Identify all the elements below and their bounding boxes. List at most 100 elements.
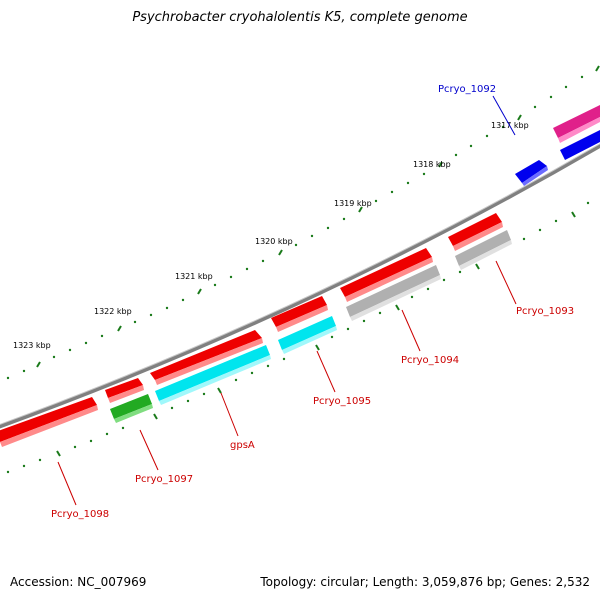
tick-dot <box>22 369 26 373</box>
tick-dot <box>442 278 446 282</box>
tick-dot <box>378 311 382 315</box>
annotation-bar-gray-1094 <box>346 265 440 317</box>
gene-label-pcryo-1097[interactable]: Pcryo_1097 <box>135 474 193 485</box>
tick-dot <box>454 153 458 157</box>
gene-arrow-blue-partial[interactable] <box>560 130 600 160</box>
major-tick <box>197 288 202 295</box>
accession-text: Accession: NC_007969 <box>10 575 147 589</box>
tick-label: 1320 kbp <box>255 237 293 246</box>
gene-arrow-shadow <box>453 222 503 251</box>
tick-dot <box>501 125 505 129</box>
tick-dot <box>68 348 72 352</box>
tick-dot <box>202 392 206 396</box>
tick-dot <box>564 85 568 89</box>
major-tick <box>56 450 61 457</box>
tick-label: 1319 kbp <box>334 199 372 208</box>
tick-dot <box>6 376 10 380</box>
tick-dot <box>89 439 93 443</box>
major-tick <box>571 211 576 218</box>
gene-arrow-shadow <box>155 338 263 385</box>
top-right-genes <box>553 105 600 160</box>
tick-dot <box>406 181 410 185</box>
annotation-bar-cyan-gpsa <box>155 345 270 401</box>
gene-arrow-pcryo-1098[interactable] <box>0 397 97 442</box>
gene-arrow-pcryo-1095[interactable] <box>271 296 327 327</box>
gene-arrow-shadow <box>108 385 144 403</box>
gene-arrow-shadow <box>345 257 433 302</box>
annotation-bar-shadow <box>459 240 512 270</box>
tick-dot <box>261 259 265 263</box>
annotation-bar-shadow <box>159 355 271 405</box>
tick-dot <box>234 378 238 382</box>
tick-dot <box>410 295 414 299</box>
tick-label: 1322 kbp <box>94 307 132 316</box>
gene-label-pcryo-1092[interactable]: Pcryo_1092 <box>438 84 496 95</box>
tick-dot <box>266 364 270 368</box>
tick-dot <box>22 464 26 468</box>
tick-dot <box>362 319 366 323</box>
annotation-bar-shadow <box>114 404 153 423</box>
tick-dot <box>229 275 233 279</box>
annotation-bar-cyan-1095 <box>278 316 336 350</box>
gene-arrow-pcryo-1093[interactable] <box>448 213 502 246</box>
tick-dot <box>100 334 104 338</box>
tick-dot <box>533 105 537 109</box>
gene-arrow-pcryo-1094[interactable] <box>340 248 432 297</box>
tick-dot <box>213 283 217 287</box>
gene-label-gpsa[interactable]: gpsA <box>230 440 255 451</box>
gene-label-pcryo-1095[interactable]: Pcryo_1095 <box>313 396 371 407</box>
tick-dot <box>554 219 558 223</box>
annotation-bar-green <box>110 394 152 419</box>
tick-label: 1321 kbp <box>175 272 213 281</box>
major-tick <box>117 325 122 332</box>
leader-line-pcryo-1093 <box>495 260 517 305</box>
major-tick <box>36 361 41 368</box>
tick-dot <box>133 320 137 324</box>
leader-lines <box>57 95 517 506</box>
tick-dot <box>374 199 378 203</box>
tick-dot <box>549 95 553 99</box>
gene-arrow-shadow <box>522 166 548 186</box>
gene-label-pcryo-1094[interactable]: Pcryo_1094 <box>401 355 459 366</box>
gene-label-pcryo-1098[interactable]: Pcryo_1098 <box>51 509 109 520</box>
tick-dot <box>250 371 254 375</box>
tick-dot <box>586 201 590 205</box>
tick-dot <box>165 306 169 310</box>
gene-arrow-magenta[interactable] <box>553 105 600 138</box>
tick-dot <box>522 237 526 241</box>
tick-dot <box>390 190 394 194</box>
tick-dot <box>346 327 350 331</box>
genome-backbone-highlight <box>0 143 600 425</box>
tick-label: 1323 kbp <box>13 341 51 350</box>
leader-line-pcryo-1095 <box>316 350 336 393</box>
major-tick <box>517 114 522 121</box>
gene-label-pcryo-1093[interactable]: Pcryo_1093 <box>516 306 574 317</box>
leader-line-pcryo-1097 <box>139 429 159 471</box>
gene-arrow-pcryo-1092[interactable] <box>515 160 547 183</box>
tick-dot <box>282 357 286 361</box>
annotation-bar-gray-1093 <box>455 230 511 266</box>
tick-dot <box>73 445 77 449</box>
tick-dot <box>422 172 426 176</box>
tick-dot <box>330 335 334 339</box>
tick-dot <box>538 228 542 232</box>
map-title: Psychrobacter cryohalolentis K5, complet… <box>132 10 468 25</box>
tick-dot <box>326 226 330 230</box>
major-tick <box>358 206 363 213</box>
leader-line-gpsa <box>220 392 239 437</box>
major-tick <box>278 249 283 256</box>
inner-tick-track <box>6 201 590 474</box>
tick-dot <box>458 270 462 274</box>
outer-major-ticks <box>36 65 600 368</box>
tick-dot <box>181 298 185 302</box>
major-tick <box>395 304 400 311</box>
tick-dot <box>245 267 249 271</box>
gene-arrow-pcryo-1097[interactable] <box>105 378 143 398</box>
tick-dot <box>426 287 430 291</box>
tick-dot <box>170 406 174 410</box>
tick-label: 1318 kbp <box>413 160 451 169</box>
tick-dot <box>469 144 473 148</box>
gene-arrow-gpsa[interactable] <box>150 330 262 380</box>
annotation-bar-shadow <box>282 326 337 354</box>
